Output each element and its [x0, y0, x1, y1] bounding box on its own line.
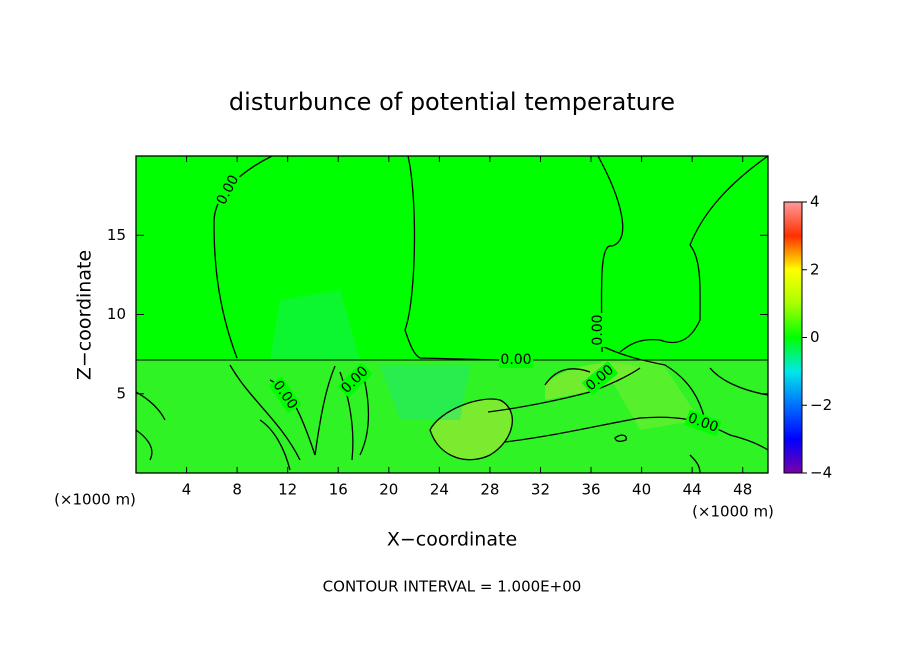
chart-title: disturbunce of potential temperature: [229, 88, 675, 116]
x-axis-label: X−coordinate: [387, 529, 517, 551]
field: [136, 156, 768, 473]
contour-label: 0.00: [590, 314, 606, 345]
colorbar-tick-label: 0: [810, 328, 820, 346]
contour-label-bg: [212, 171, 244, 209]
colorbar-tick-label: −2: [810, 396, 832, 414]
colorbar-tick-label: 2: [810, 260, 820, 278]
x-tick-label: 48: [733, 481, 752, 499]
colorbar-tick-label: 4: [810, 193, 820, 211]
contour-label-bg: [268, 376, 302, 414]
x-tick-label: 8: [232, 481, 242, 499]
contour-label-bg: [590, 313, 606, 347]
field-shade: [270, 290, 360, 360]
y-tick-label: 10: [107, 305, 126, 323]
x-tick-label: 28: [480, 481, 499, 499]
contour-label-bg: [581, 360, 619, 396]
x-tick-label: 40: [632, 481, 651, 499]
x-unit-label: (×1000 m): [54, 491, 136, 509]
y-tick-label: 5: [116, 384, 126, 402]
x-tick-label: 24: [430, 481, 449, 499]
contour-label-bg: [337, 362, 373, 398]
x-tick-label: 12: [278, 481, 297, 499]
contour-label-bg: [499, 352, 533, 368]
x-tick-label: 20: [379, 481, 398, 499]
field-shade: [380, 365, 470, 420]
contour-label-bg: [684, 409, 722, 437]
x-tick-label: 16: [329, 481, 348, 499]
contour-interval: CONTOUR INTERVAL = 1.000E+00: [323, 578, 582, 596]
y-tick-label: 15: [107, 226, 126, 244]
colorbar: [783, 201, 803, 474]
x-tick-label: 36: [581, 481, 600, 499]
y-axis-label: Z−coordinate: [74, 250, 96, 380]
x-tick-label: 4: [182, 481, 192, 499]
contour-label: 0.00: [500, 352, 531, 368]
contour-lines: [136, 156, 768, 473]
x-tick-label: 44: [683, 481, 702, 499]
x-tick-label: 32: [531, 481, 550, 499]
colorbar-tick-label: −4: [810, 464, 832, 482]
x-unit-label: (×1000 m): [692, 503, 774, 521]
